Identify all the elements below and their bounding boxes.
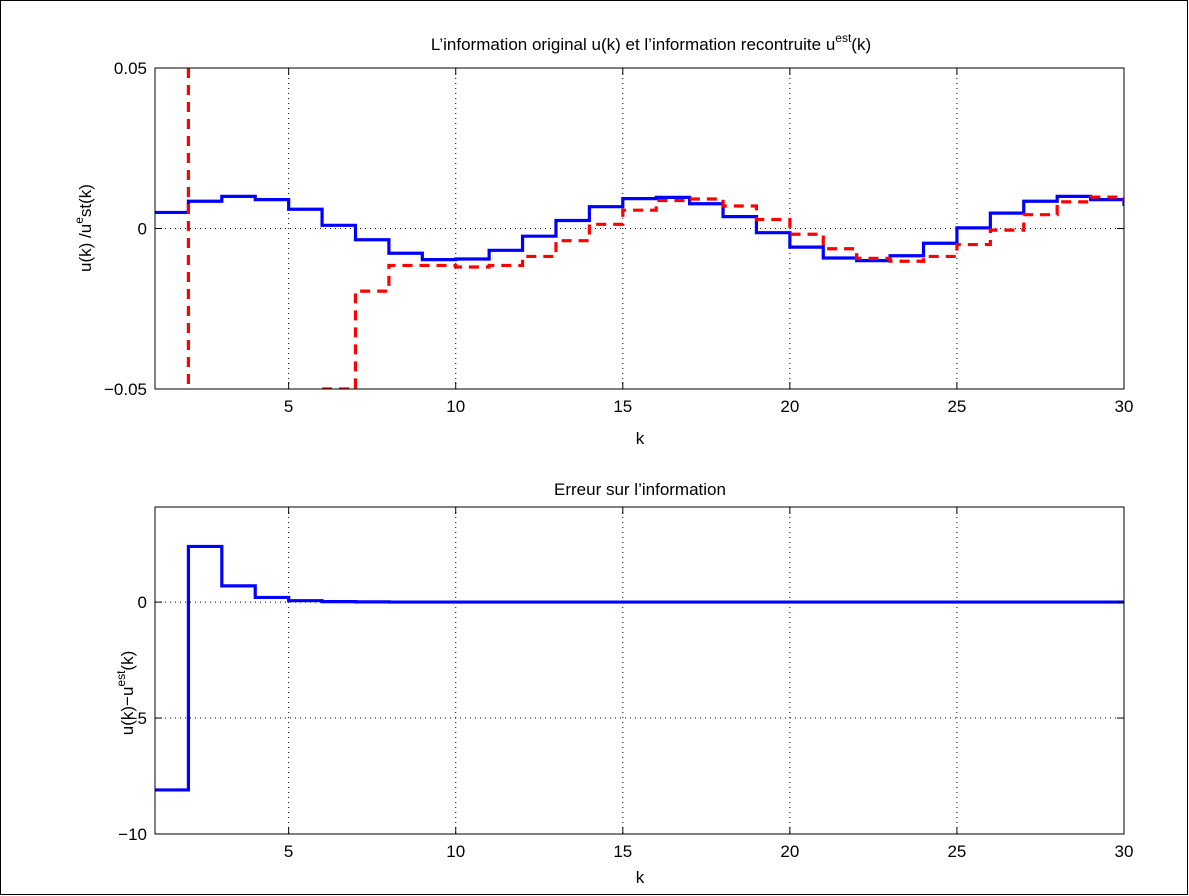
chart-title-top: L’information original u(k) et l’informa… <box>431 31 871 54</box>
x-tick-label: 5 <box>284 842 293 861</box>
x-axis-label-bottom: k <box>636 868 645 887</box>
y-tick-label: 0 <box>138 593 147 612</box>
plot-area-bottom: 5 10 15 20 25 30 −10 −5 0 <box>118 506 1134 861</box>
x-axis-label-top: k <box>636 429 645 448</box>
series-solid-blue-bottom-0 <box>155 544 1124 792</box>
y-tick-label: 0.05 <box>114 59 147 78</box>
x-tick-label: 25 <box>947 842 966 861</box>
y-axis-label-top: u(k) /uest(k) <box>72 184 95 272</box>
plot-area-top: 5 10 15 20 25 30 −0.05 0 0.05 <box>104 59 1134 416</box>
y-tick-label: −5 <box>128 709 147 728</box>
chart-title-bottom: Erreur sur l’information <box>554 480 726 499</box>
x-tick-label: 30 <box>1115 842 1134 861</box>
axes-box-bottom <box>154 506 1125 835</box>
x-tick-label: 15 <box>613 397 632 416</box>
subplot-original-vs-reconstructed: 5 10 15 20 25 30 −0.05 0 0.05 L’information orig… <box>72 31 1134 448</box>
subplot-error: 5 10 15 20 25 30 −10 −5 0 Erreur sur l’informati… <box>114 480 1134 887</box>
y-tick-label: 0 <box>138 220 147 239</box>
x-tick-label: 20 <box>780 397 799 416</box>
axes-frame-top <box>154 67 1125 390</box>
x-tick-label: 5 <box>284 397 293 416</box>
series-dashed-red-top-1 <box>322 195 1124 389</box>
y-axis-label-bottom: u(k)−uest(k) <box>114 651 137 736</box>
x-tick-label: 20 <box>780 842 799 861</box>
axes-frame-bottom <box>154 506 1125 835</box>
y-tick-label: −10 <box>118 825 147 844</box>
x-tick-label: 10 <box>446 397 465 416</box>
x-tick-label: 30 <box>1115 397 1134 416</box>
x-tick-label: 25 <box>947 397 966 416</box>
x-tick-label: 10 <box>446 842 465 861</box>
series-solid-blue-top-0 <box>155 194 1124 263</box>
x-tick-label: 15 <box>613 842 632 861</box>
y-tick-label: −0.05 <box>104 380 147 399</box>
